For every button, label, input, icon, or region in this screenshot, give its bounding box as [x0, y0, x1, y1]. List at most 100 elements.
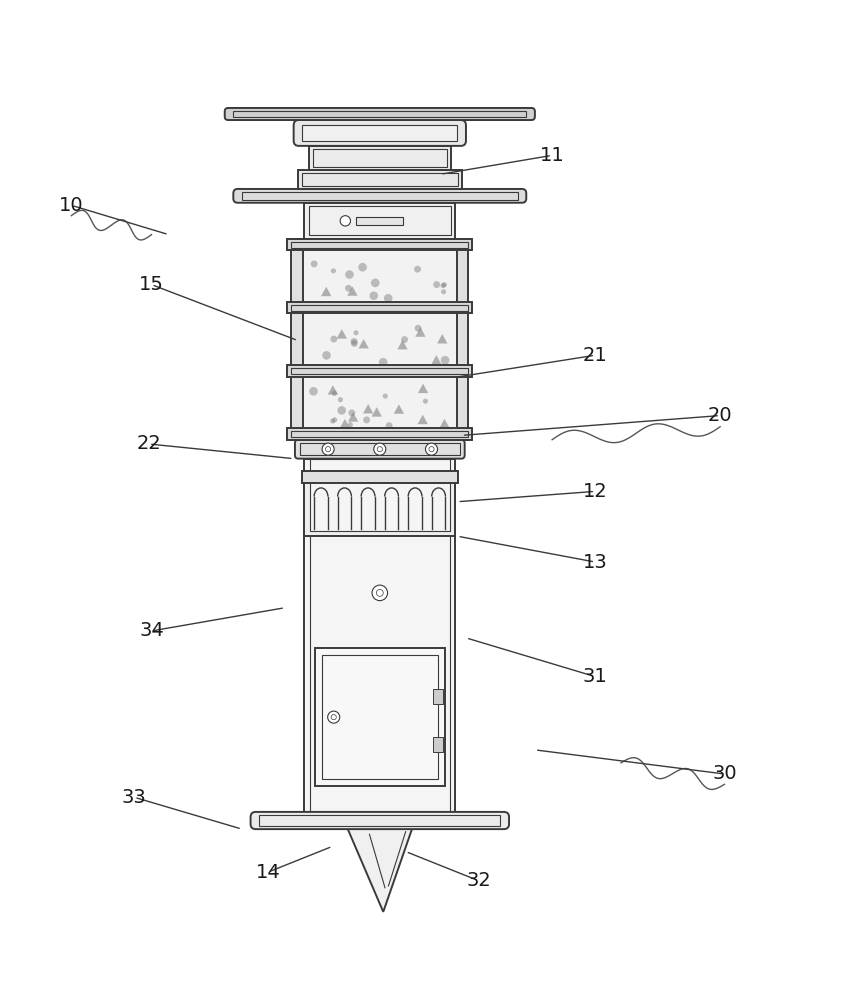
Circle shape: [309, 387, 318, 396]
Circle shape: [322, 351, 331, 360]
Bar: [300, 443, 459, 455]
FancyBboxPatch shape: [224, 108, 535, 120]
Bar: [301, 250, 458, 440]
FancyBboxPatch shape: [250, 812, 509, 829]
Bar: [309, 146, 450, 170]
Bar: [356, 217, 404, 225]
Polygon shape: [432, 355, 442, 365]
Bar: [432, 737, 443, 752]
Polygon shape: [340, 419, 350, 428]
Circle shape: [330, 418, 335, 424]
Circle shape: [382, 393, 387, 399]
Text: 13: 13: [583, 553, 608, 572]
Text: 14: 14: [255, 863, 280, 882]
Text: 11: 11: [539, 146, 564, 165]
Polygon shape: [328, 385, 338, 395]
Circle shape: [442, 282, 447, 287]
Text: 34: 34: [139, 621, 164, 640]
Bar: [233, 111, 526, 117]
Bar: [292, 239, 303, 440]
Bar: [309, 206, 450, 235]
Circle shape: [332, 417, 337, 422]
Bar: [432, 689, 443, 704]
Text: 12: 12: [583, 482, 608, 501]
Circle shape: [384, 294, 393, 303]
Polygon shape: [394, 404, 404, 414]
Circle shape: [337, 406, 346, 415]
Bar: [292, 431, 468, 437]
Circle shape: [369, 291, 378, 300]
Text: 20: 20: [708, 406, 733, 425]
Bar: [305, 474, 455, 536]
Circle shape: [348, 422, 353, 427]
Bar: [287, 302, 472, 313]
Polygon shape: [321, 287, 331, 296]
Circle shape: [331, 268, 336, 273]
Circle shape: [433, 281, 440, 288]
Text: 33: 33: [122, 788, 147, 807]
Circle shape: [374, 443, 386, 455]
Circle shape: [349, 409, 356, 416]
Polygon shape: [418, 415, 428, 424]
FancyBboxPatch shape: [295, 440, 464, 459]
Polygon shape: [439, 419, 450, 428]
Text: 31: 31: [583, 667, 608, 686]
Circle shape: [379, 358, 387, 366]
Circle shape: [311, 260, 318, 267]
Circle shape: [331, 391, 337, 396]
Circle shape: [322, 443, 334, 455]
Circle shape: [441, 289, 446, 294]
Circle shape: [371, 279, 380, 287]
Bar: [292, 305, 468, 311]
Bar: [292, 368, 468, 374]
Bar: [457, 239, 468, 440]
Bar: [242, 192, 518, 200]
Circle shape: [337, 397, 343, 402]
Circle shape: [414, 266, 421, 273]
Polygon shape: [418, 384, 428, 393]
Bar: [302, 173, 457, 186]
Circle shape: [423, 399, 428, 404]
Circle shape: [415, 325, 421, 332]
Polygon shape: [363, 404, 374, 413]
Circle shape: [441, 356, 450, 365]
Bar: [302, 471, 457, 483]
Circle shape: [440, 283, 445, 288]
Polygon shape: [347, 286, 357, 296]
FancyBboxPatch shape: [293, 120, 466, 146]
Bar: [315, 648, 444, 786]
Text: 22: 22: [136, 434, 161, 453]
Polygon shape: [438, 334, 447, 343]
Circle shape: [340, 216, 350, 226]
Polygon shape: [415, 327, 425, 337]
Bar: [302, 125, 457, 141]
Text: 15: 15: [139, 275, 164, 294]
Polygon shape: [348, 412, 358, 422]
Text: 21: 21: [583, 346, 608, 365]
Polygon shape: [397, 340, 407, 349]
Polygon shape: [347, 827, 413, 912]
Polygon shape: [358, 339, 369, 348]
Bar: [305, 459, 455, 812]
Text: 10: 10: [59, 196, 84, 215]
Circle shape: [358, 263, 367, 272]
Circle shape: [351, 340, 358, 347]
Circle shape: [345, 270, 354, 279]
Bar: [287, 428, 472, 440]
Bar: [313, 149, 446, 167]
Circle shape: [331, 336, 337, 342]
Bar: [287, 365, 472, 377]
Circle shape: [345, 285, 352, 292]
Bar: [310, 479, 450, 531]
Bar: [310, 459, 450, 812]
Circle shape: [363, 416, 370, 423]
Bar: [298, 170, 462, 189]
Circle shape: [425, 443, 438, 455]
Text: 32: 32: [467, 871, 491, 890]
Bar: [292, 242, 468, 248]
Polygon shape: [337, 329, 347, 339]
Circle shape: [328, 711, 340, 723]
Polygon shape: [372, 407, 382, 417]
Circle shape: [401, 336, 408, 343]
Bar: [305, 203, 455, 239]
